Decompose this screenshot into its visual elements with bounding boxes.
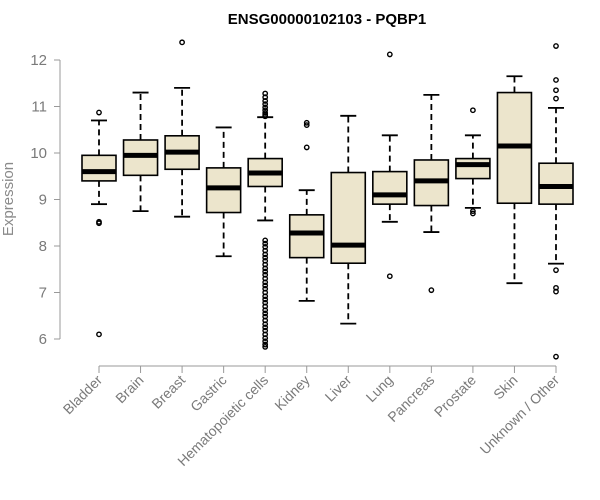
outlier-point <box>262 268 269 275</box>
chart-title: ENSG00000102103 - PQBP1 <box>228 11 426 28</box>
iqr-box <box>81 154 117 182</box>
box-lung <box>372 51 408 280</box>
y-tick-label: 11 <box>31 99 47 116</box>
outlier-point <box>262 251 269 258</box>
outlier-point <box>262 338 269 345</box>
iqr-box <box>330 171 367 265</box>
outlier-point <box>553 353 559 360</box>
y-tick-label: 10 <box>30 145 47 162</box>
x-tick-label: Bladder <box>60 372 106 418</box>
box-pancreas <box>413 93 450 294</box>
outlier-point <box>96 109 102 116</box>
outlier-point <box>96 220 102 227</box>
outlier-point <box>262 344 269 350</box>
outlier-point <box>262 321 269 328</box>
outlier-point <box>96 331 102 338</box>
outlier-point <box>262 293 269 300</box>
outlier-point <box>262 307 269 314</box>
outlier-point <box>262 104 269 111</box>
y-tick-label: 6 <box>39 331 47 348</box>
box-liver <box>330 114 367 325</box>
iqr-box <box>538 162 574 205</box>
outlier-point <box>553 267 559 274</box>
outlier-point <box>470 208 476 215</box>
outlier-point <box>303 144 310 151</box>
y-tick-label: 12 <box>30 52 47 69</box>
outlier-point <box>262 341 269 348</box>
outlier-point <box>262 310 269 317</box>
iqr-box <box>288 214 325 259</box>
outlier-point <box>262 282 269 289</box>
iqr-box <box>372 170 408 205</box>
outlier-point <box>262 254 269 261</box>
outlier-point <box>553 77 559 83</box>
x-tick-label: Lung <box>363 372 396 405</box>
y-axis: 6 7 8 9 10 11 12 <box>30 52 61 348</box>
outlier-point <box>179 39 185 46</box>
box-kidney <box>288 119 325 302</box>
outlier-point <box>303 119 310 126</box>
box-breast <box>164 39 200 218</box>
outlier-point <box>553 95 559 102</box>
y-tick-label: 8 <box>39 238 47 255</box>
outlier-point <box>262 279 269 286</box>
x-tick-label: Breast <box>148 372 188 412</box>
box-gastric <box>205 126 242 258</box>
outlier-point <box>386 273 393 280</box>
boxes-group <box>81 39 574 360</box>
x-tick-label: Kidney <box>271 372 313 414</box>
x-tick-label: Brain <box>112 372 146 406</box>
x-tick-label: Liver <box>322 372 355 405</box>
box-brain <box>122 91 159 213</box>
box-bladder <box>81 109 117 338</box>
outlier-point <box>262 265 269 272</box>
outlier-point <box>553 87 559 94</box>
x-tick-label: Unknown / Other <box>477 372 563 458</box>
x-tick-label: Skin <box>490 372 521 403</box>
y-tick-label: 7 <box>39 285 47 302</box>
x-tick-label: Prostate <box>431 372 479 420</box>
outlier-point <box>262 240 269 247</box>
outlier-point <box>262 98 269 104</box>
outlier-point <box>262 324 269 331</box>
outlier-point <box>470 107 476 114</box>
outlier-point <box>386 51 393 58</box>
outlier-point <box>262 113 269 120</box>
outlier-point <box>303 122 310 129</box>
outlier-point <box>553 288 559 295</box>
y-tick-label: 9 <box>39 192 47 209</box>
box-unknown-other <box>538 43 574 360</box>
box-prostate <box>455 107 491 217</box>
y-axis-label: Expression <box>0 162 17 236</box>
outlier-point <box>428 287 435 294</box>
outlier-point <box>262 335 269 341</box>
outlier-point <box>262 237 269 244</box>
outlier-point <box>470 210 476 217</box>
box-hematopoietic-cells <box>247 90 283 350</box>
iqr-box <box>455 157 491 180</box>
outlier-point <box>553 43 559 49</box>
outlier-point <box>262 101 269 108</box>
box-skin <box>496 75 533 285</box>
outlier-point <box>262 296 269 303</box>
